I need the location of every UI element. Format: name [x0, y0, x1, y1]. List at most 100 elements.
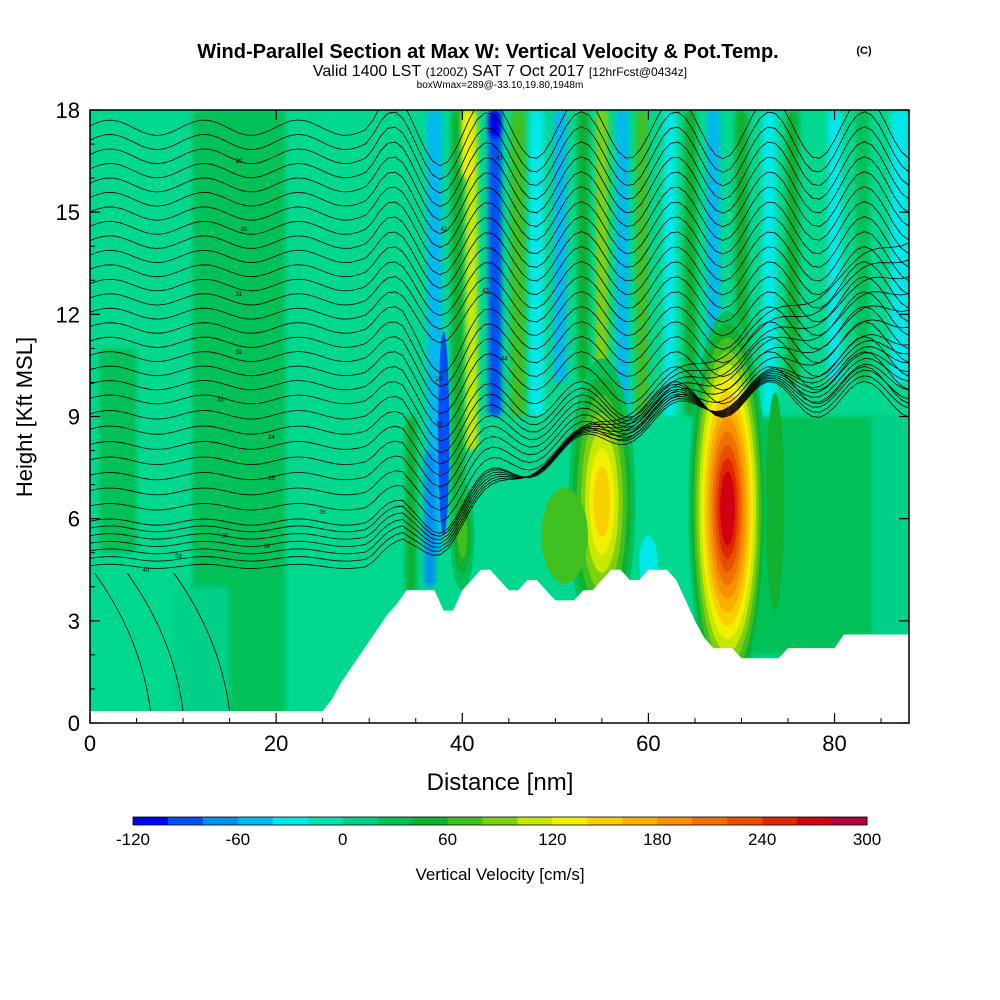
plot-area: 29 30 31 32 33 34 35 36 37 38 39 40 41 42 43 44 29 30 — [90, 110, 909, 723]
x-tick-label: 60 — [636, 731, 660, 756]
theta-contour-line — [90, 186, 909, 248]
theta-contour-line — [126, 572, 184, 712]
downdraft-band — [762, 110, 777, 417]
updraft-cell — [541, 488, 588, 584]
theta-contour-line — [90, 306, 909, 374]
updraft-core — [720, 471, 735, 546]
chart-subtitle: Valid 1400 LST (1200Z) SAT 7 Oct 2017 [1… — [313, 63, 687, 80]
near-zero-band — [173, 586, 230, 723]
theta-contour-line — [90, 375, 909, 453]
copyright-mark: (C) — [856, 45, 872, 57]
theta-contour-line — [90, 259, 909, 562]
downdraft-band — [488, 110, 502, 417]
theta-contour-line — [90, 141, 909, 208]
x-tick-label: 40 — [450, 731, 474, 756]
theta-contour-label: 39 — [175, 554, 182, 560]
theta-contour-line — [90, 201, 909, 262]
updraft-band — [405, 416, 417, 594]
theta-contour-line — [90, 369, 909, 465]
theta-contour-line — [90, 352, 909, 500]
x-tick-label: 80 — [822, 731, 846, 756]
theta-contour-label: 30 — [436, 421, 443, 427]
theta-contour-label: 44 — [501, 357, 508, 363]
updraft-band — [786, 110, 800, 383]
colorbar-swatch — [237, 817, 274, 825]
colorbar-tick-label: 120 — [538, 830, 566, 849]
theta-contour-label: 41 — [496, 156, 503, 162]
downdraft-band — [424, 450, 436, 587]
updraft-band — [734, 110, 748, 383]
theta-contour-line — [90, 358, 909, 488]
theta-contour-label: 33 — [217, 397, 224, 403]
theta-contour-label: 43 — [482, 288, 489, 294]
theta-contour-line — [90, 216, 909, 276]
theta-contour-label: 29 — [436, 377, 443, 383]
y-tick-label: 6 — [68, 507, 80, 532]
y-tick-label: 0 — [68, 711, 80, 736]
theta-contour-label: 36 — [319, 510, 326, 516]
theta-contour-label: 29 — [236, 159, 243, 165]
colorbar: -120 -60 0 60 120 180 240 300 — [116, 816, 881, 849]
theta-contour-label: 30 — [240, 227, 247, 233]
colorbar-tick-label: 240 — [748, 830, 776, 849]
colorbar-swatch — [272, 817, 309, 825]
theta-contour-line — [90, 231, 909, 289]
downdraft-band — [553, 110, 567, 383]
velocity-field — [99, 110, 909, 723]
weak-updraft-band — [99, 348, 137, 553]
colorbar-label: Vertical Velocity [cm/s] — [415, 865, 584, 884]
colorbar-frame — [132, 816, 868, 826]
updraft-band — [595, 110, 608, 383]
theta-contour-line — [90, 321, 909, 387]
theta-contour-line — [90, 351, 909, 415]
theta-contour-label: 42 — [440, 227, 447, 233]
theta-contour-line — [90, 276, 909, 555]
updraft-core — [457, 513, 468, 559]
colorbar-swatch — [622, 817, 658, 825]
colorbar-tick-label: -60 — [226, 830, 251, 849]
theta-contour-line — [90, 319, 909, 537]
theta-contour-line — [90, 171, 909, 235]
colorbar-swatch — [727, 817, 763, 825]
theta-contour-label: 40 — [142, 568, 149, 574]
colorbar-swatch — [587, 817, 623, 825]
colorbar-tick-label: 60 — [438, 830, 457, 849]
near-zero-band — [871, 416, 909, 655]
colorbar-swatch — [517, 817, 553, 825]
theta-contour-label: 38 — [263, 544, 270, 550]
colorbar-swatch — [202, 817, 239, 825]
y-tick-label: 15 — [56, 200, 80, 225]
theta-contour-label: 32 — [236, 350, 243, 356]
updraft-band — [684, 110, 697, 417]
theta-contour-line — [90, 365, 909, 428]
terrain-mask — [90, 569, 909, 723]
updraft-band — [577, 110, 590, 383]
updraft-band — [855, 110, 870, 383]
updraft-band — [635, 110, 648, 417]
updraft-cell — [765, 392, 785, 611]
x-axis-label: Distance [nm] — [427, 769, 574, 796]
downdraft-band — [529, 110, 545, 417]
chart-title: Wind-Parallel Section at Max W: Vertical… — [197, 41, 778, 63]
updraft-band — [461, 110, 473, 179]
x-axis: 0 20 40 60 80 — [84, 110, 882, 756]
colorbar-swatch — [832, 817, 868, 825]
theta-contour-line — [90, 363, 909, 477]
theta-contour-line — [90, 126, 909, 194]
colorbar-swatch — [657, 817, 693, 825]
theta-contour-line — [90, 333, 909, 534]
theta-contours: 29 30 31 32 33 34 35 36 37 38 39 40 41 42 43 44 29 30 — [90, 110, 909, 712]
colorbar-tick-label: -120 — [116, 830, 150, 849]
colorbar-swatch — [377, 817, 414, 825]
x-tick-label: 20 — [264, 731, 288, 756]
theta-contour-line — [90, 110, 909, 167]
y-tick-label: 18 — [56, 98, 80, 123]
colorbar-swatch — [167, 817, 204, 825]
colorbar-swatch — [797, 817, 833, 825]
y-axis-label: Height [Kft MSL] — [12, 337, 37, 497]
colorbar-swatch — [762, 817, 798, 825]
x-tick-label: 0 — [84, 731, 96, 756]
colorbar-tick-label: 0 — [338, 830, 347, 849]
downdraft-core — [438, 331, 450, 536]
